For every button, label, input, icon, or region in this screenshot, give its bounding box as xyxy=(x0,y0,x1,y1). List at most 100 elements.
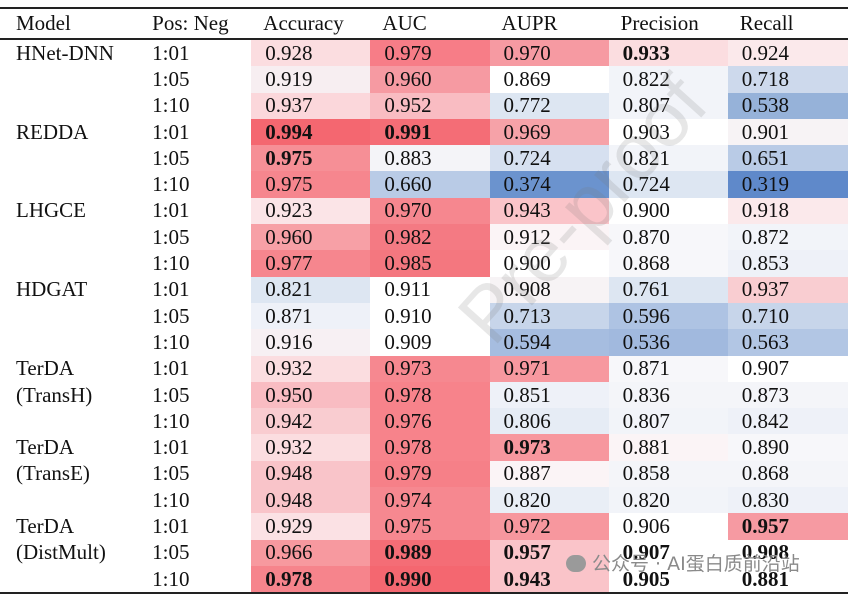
ratio-cell: 1:01 xyxy=(152,277,190,302)
aupr-cell: 0.908 xyxy=(489,276,609,303)
ratio-cell: 1:10 xyxy=(152,329,190,354)
model-cell xyxy=(0,408,140,434)
table-row: 1:05 0.871 0.910 0.713 0.596 0.710 xyxy=(0,302,848,330)
table-row: (TransE) 1:05 0.948 0.979 0.887 0.858 0.868 xyxy=(0,460,848,488)
auc-cell: 0.976 xyxy=(370,408,490,435)
aupr-cell: 0.971 xyxy=(489,355,609,382)
precision-cell: 0.881 xyxy=(608,434,728,461)
model-cell: (DistMult) xyxy=(16,540,106,565)
recall-cell: 0.319 xyxy=(727,171,848,198)
ratio-cell: 1:05 xyxy=(152,382,190,407)
recall-cell: 0.890 xyxy=(727,434,848,461)
precision-cell: 0.761 xyxy=(608,276,728,303)
table-row: (DistMult) 1:05 0.966 0.989 0.957 0.907 0.908 xyxy=(0,539,848,566)
accuracy-cell: 0.977 xyxy=(251,250,371,277)
ratio-cell: 1:05 xyxy=(152,224,190,249)
precision-cell: 0.807 xyxy=(608,408,728,435)
precision-cell: 0.906 xyxy=(608,513,728,540)
auc-cell: 0.979 xyxy=(370,39,490,67)
ratio-cell: 1:01 xyxy=(152,119,190,144)
model-cell xyxy=(0,66,140,92)
recall-cell: 0.901 xyxy=(727,118,848,146)
ratio-cell: 1:10 xyxy=(140,565,252,595)
precision-cell: 0.900 xyxy=(608,197,728,225)
auc-cell: 0.989 xyxy=(370,539,490,566)
model-cell xyxy=(0,145,140,171)
recall-cell: 0.538 xyxy=(727,92,848,119)
auc-cell: 0.960 xyxy=(370,66,490,93)
precision-cell: 0.536 xyxy=(608,329,728,356)
recall-cell: 0.563 xyxy=(727,329,848,356)
aupr-cell: 0.887 xyxy=(489,460,609,488)
ratio-cell: 1:10 xyxy=(152,408,190,433)
ratio-cell: 1:01 xyxy=(152,435,190,460)
table-row: 1:05 0.975 0.883 0.724 0.821 0.651 xyxy=(0,145,848,172)
model-cell xyxy=(0,93,140,119)
aupr-cell: 0.374 xyxy=(489,171,609,198)
auc-cell: 0.982 xyxy=(370,224,490,251)
aupr-cell: 0.806 xyxy=(489,408,609,435)
aupr-cell: 0.957 xyxy=(489,539,609,566)
recall-cell: 0.907 xyxy=(727,355,848,382)
auc-cell: 0.910 xyxy=(370,302,490,330)
precision-cell: 0.871 xyxy=(608,355,728,382)
ratio-cell: 1:05 xyxy=(152,540,190,565)
model-cell: REDDA xyxy=(16,119,89,144)
ratio-cell: 1:01 xyxy=(152,356,190,381)
auc-cell: 0.979 xyxy=(370,460,490,488)
table-row: HNet-DNN 1:01 0.928 0.979 0.970 0.933 0.924 xyxy=(0,39,848,67)
aupr-cell: 0.912 xyxy=(489,224,609,251)
accuracy-cell: 0.942 xyxy=(251,408,371,435)
precision-cell: 0.724 xyxy=(608,171,728,198)
aupr-cell: 0.973 xyxy=(489,434,609,461)
recall-cell: 0.718 xyxy=(727,66,848,93)
model-cell: TerDA xyxy=(16,513,75,538)
accuracy-cell: 0.932 xyxy=(251,434,371,461)
recall-cell: 0.924 xyxy=(727,39,848,67)
precision-cell: 0.907 xyxy=(608,539,728,566)
accuracy-cell: 0.948 xyxy=(251,487,371,514)
table-row: 1:10 0.978 0.990 0.943 0.905 0.881 xyxy=(0,565,848,595)
ratio-cell: 1:05 xyxy=(152,303,190,328)
aupr-cell: 0.869 xyxy=(489,66,609,93)
model-cell xyxy=(0,329,140,355)
aupr-cell: 0.772 xyxy=(489,92,609,119)
col-header-pos-neg: Pos: Neg xyxy=(140,7,252,40)
ratio-cell: 1:05 xyxy=(152,145,190,170)
model-cell: HDGAT xyxy=(16,277,88,302)
auc-cell: 0.991 xyxy=(370,118,490,146)
auc-cell: 0.883 xyxy=(370,145,490,172)
aupr-cell: 0.970 xyxy=(489,39,609,67)
aupr-cell: 0.943 xyxy=(489,565,609,595)
aupr-cell: 0.724 xyxy=(489,145,609,172)
aupr-cell: 0.969 xyxy=(489,118,609,146)
col-header-recall: Recall xyxy=(727,7,848,40)
auc-cell: 0.985 xyxy=(370,250,490,277)
accuracy-cell: 0.919 xyxy=(251,66,371,93)
accuracy-cell: 0.928 xyxy=(251,39,371,67)
accuracy-cell: 0.932 xyxy=(251,355,371,382)
model-cell xyxy=(0,224,140,250)
aupr-cell: 0.820 xyxy=(489,487,609,514)
col-header-auc: AUC xyxy=(370,7,490,40)
col-header-aupr: AUPR xyxy=(489,7,609,40)
table-row: 1:10 0.937 0.952 0.772 0.807 0.538 xyxy=(0,92,848,119)
model-cell: (TransE) xyxy=(16,461,90,486)
model-cell xyxy=(0,303,140,329)
aupr-cell: 0.713 xyxy=(489,302,609,330)
table-row: LHGCE 1:01 0.923 0.970 0.943 0.900 0.918 xyxy=(0,197,848,225)
recall-cell: 0.873 xyxy=(727,381,848,409)
recall-cell: 0.651 xyxy=(727,145,848,172)
precision-cell: 0.870 xyxy=(608,224,728,251)
precision-cell: 0.807 xyxy=(608,92,728,119)
auc-cell: 0.911 xyxy=(370,276,490,303)
table-row: 1:10 0.916 0.909 0.594 0.536 0.563 xyxy=(0,329,848,356)
accuracy-cell: 0.929 xyxy=(251,513,371,540)
model-cell xyxy=(0,171,140,197)
table-body: HNet-DNN 1:01 0.928 0.979 0.970 0.933 0.924 1:0… xyxy=(0,39,848,595)
ratio-cell: 1:01 xyxy=(152,40,190,65)
aupr-cell: 0.594 xyxy=(489,329,609,356)
aupr-cell: 0.943 xyxy=(489,197,609,225)
accuracy-cell: 0.948 xyxy=(251,460,371,488)
model-cell xyxy=(0,565,141,595)
